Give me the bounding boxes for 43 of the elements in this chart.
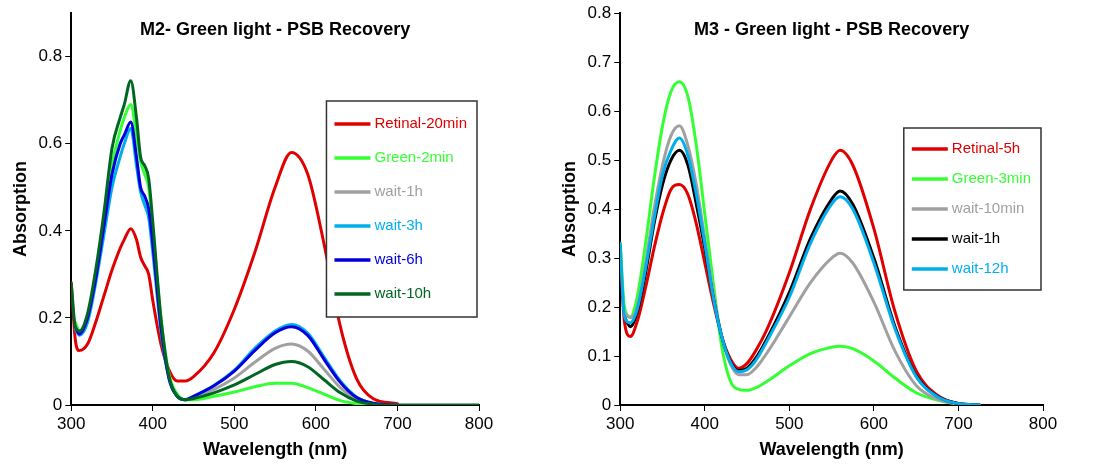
y-tick-label: 0.6 xyxy=(587,100,612,120)
y-tick-label: 0.7 xyxy=(587,51,612,71)
x-tick-label: 600 xyxy=(301,413,331,433)
x-tick-label: 500 xyxy=(220,413,249,433)
x-axis-title: Wavelength (nm) xyxy=(202,439,348,460)
legend-label: wait-10min xyxy=(950,199,1025,217)
legend-label: Retinal-20min xyxy=(374,114,468,132)
y-axis-title: Absorption xyxy=(558,161,579,258)
x-tick-label: 400 xyxy=(690,413,719,433)
legend-label: Green-3min xyxy=(951,169,1032,187)
legend-label: wait-6h xyxy=(373,250,423,268)
x-tick-label: 500 xyxy=(775,413,804,433)
y-tick-label: 0.6 xyxy=(38,133,63,153)
y-axis-title: Absorption xyxy=(9,161,30,258)
legend-label: Green-2min xyxy=(374,148,454,166)
legend-label: wait-3h xyxy=(373,216,423,234)
y-tick-label: 0.4 xyxy=(587,198,612,218)
x-tick-label: 700 xyxy=(383,413,412,433)
y-tick-label: 0.8 xyxy=(587,2,612,22)
x-tick-label: 800 xyxy=(1028,413,1058,433)
x-tick-label: 300 xyxy=(57,413,86,433)
x-tick-label: 300 xyxy=(606,413,635,433)
y-tick-label: 0.2 xyxy=(38,307,63,327)
legend-label: wait-1h xyxy=(950,229,1001,247)
y-tick-label: 0.8 xyxy=(38,46,63,66)
y-tick-label: 0.5 xyxy=(587,149,612,169)
x-tick-label: 700 xyxy=(944,413,973,433)
x-axis-title: Wavelength (nm) xyxy=(759,439,904,460)
legend-label: wait-12h xyxy=(950,259,1009,277)
legend-label: wait-10h xyxy=(373,284,432,302)
x-tick-label: 400 xyxy=(138,413,167,433)
y-tick-label: 0.3 xyxy=(587,247,612,267)
x-tick-label: 600 xyxy=(859,413,889,433)
x-tick-label: 800 xyxy=(464,413,494,433)
y-tick-label: 0.4 xyxy=(38,220,63,240)
y-tick-label: 0 xyxy=(601,394,612,414)
legend-label: wait-1h xyxy=(373,182,423,200)
chart-title: M2- Green light - PSB Recovery xyxy=(140,19,411,40)
y-tick-label: 0 xyxy=(52,394,63,414)
chart-title: M3 - Green light - PSB Recovery xyxy=(694,19,970,40)
legend-label: Retinal-5h xyxy=(951,139,1021,157)
y-tick-label: 0.1 xyxy=(587,345,612,365)
y-tick-label: 0.2 xyxy=(587,296,612,316)
